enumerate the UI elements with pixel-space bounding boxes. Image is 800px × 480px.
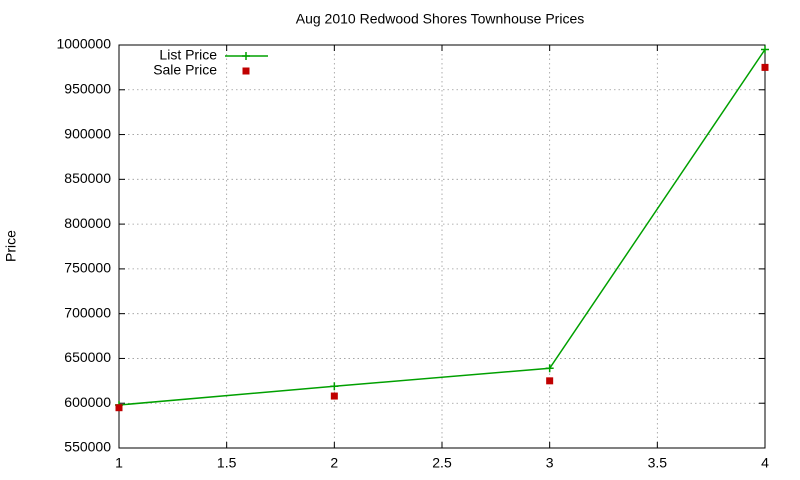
legend-label: List Price xyxy=(159,47,217,63)
x-tick-label: 1.5 xyxy=(217,455,237,471)
y-tick-label: 700000 xyxy=(64,304,111,320)
x-tick-label: 2.5 xyxy=(432,455,452,471)
y-axis-label: Price xyxy=(3,230,19,262)
x-tick-label: 2 xyxy=(330,455,338,471)
series-line xyxy=(118,49,766,406)
y-tick-label: 900000 xyxy=(64,125,111,141)
plot-frame xyxy=(118,44,766,449)
data-point xyxy=(545,364,554,373)
data-point xyxy=(761,45,769,54)
legend-marker xyxy=(242,67,250,75)
y-tick-label: 750000 xyxy=(64,260,111,276)
y-tick-label: 550000 xyxy=(64,439,111,455)
x-tick-label: 4 xyxy=(761,455,769,471)
data-point xyxy=(330,382,339,391)
y-tick-label: 800000 xyxy=(64,215,111,231)
y-tick-label: 850000 xyxy=(64,170,111,186)
y-tick-label: 950000 xyxy=(64,80,111,96)
data-point xyxy=(115,404,123,412)
legend-label: Sale Price xyxy=(153,62,217,78)
y-tick-label: 600000 xyxy=(64,394,111,410)
data-point xyxy=(330,392,338,400)
x-tick-label: 1 xyxy=(115,455,123,471)
data-point xyxy=(546,377,554,385)
legend-marker xyxy=(242,52,250,60)
x-tick-label: 3 xyxy=(546,455,554,471)
y-tick-label: 1000000 xyxy=(56,36,111,52)
y-tick-label: 650000 xyxy=(64,349,111,365)
data-point xyxy=(761,63,769,71)
x-tick-label: 3.5 xyxy=(648,455,668,471)
chart-title: Aug 2010 Redwood Shores Townhouse Prices xyxy=(296,11,584,27)
